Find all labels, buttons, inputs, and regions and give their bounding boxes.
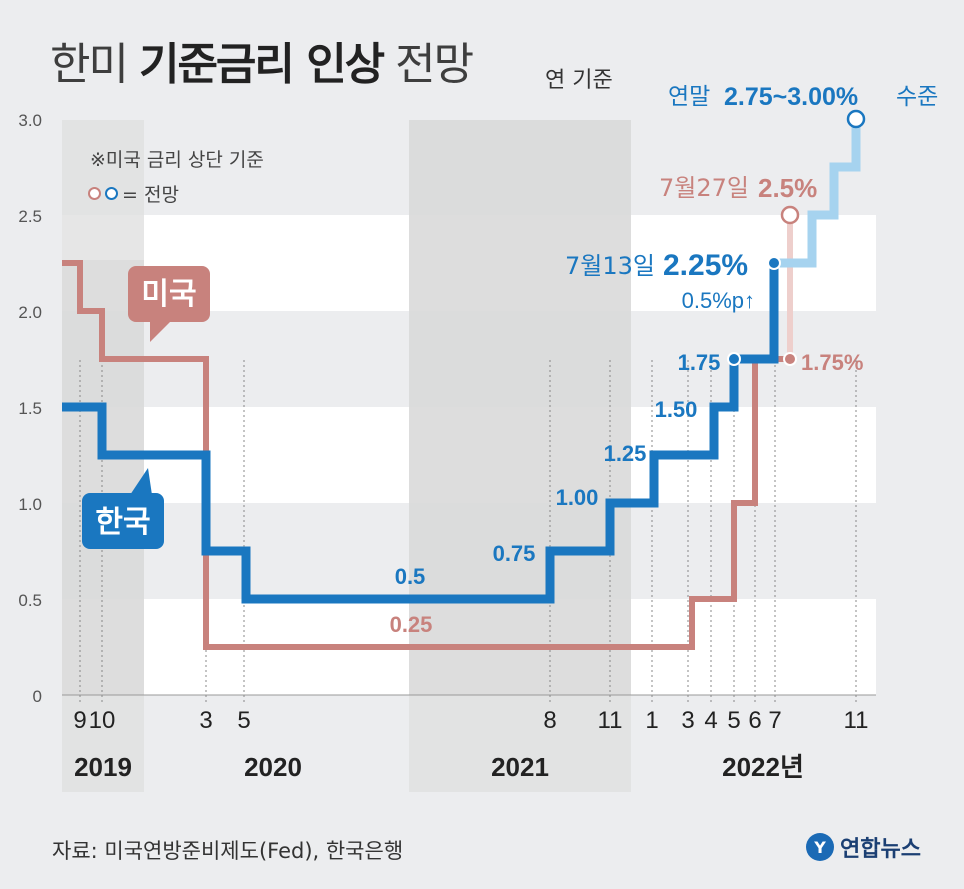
brand-text: 연합뉴스 (840, 837, 921, 862)
korea-rate-line (62, 263, 779, 604)
annotation-korea-change: 0.5%p↑ (682, 288, 755, 313)
korea-point-175 (727, 352, 741, 366)
source-text: 자료: 미국연방준비제도(Fed), 한국은행 (52, 839, 404, 863)
year-label: 2020 (244, 752, 302, 782)
us-value-label: 0.25 (390, 612, 433, 637)
annotation-year-end-prefix: 연말 (668, 84, 710, 110)
page-title: 한미 기준금리 인상 전망 (50, 39, 474, 90)
x-tick-label: 11 (844, 707, 869, 734)
korea-projection-line (774, 119, 861, 268)
x-tick-label: 7 (768, 707, 781, 734)
shade-2021-inner (409, 120, 631, 695)
annotation-korea-jul13-value: 2.25% (663, 249, 748, 282)
legend: = 전망 (88, 180, 179, 207)
annotation-korea-jul13-date: 7월13일 (565, 252, 655, 280)
y-tick-label: 3.0 (18, 111, 42, 130)
annotation-year-end-value: 2.75~3.00% (724, 83, 858, 111)
year-label: 2022년 (722, 752, 804, 782)
us-point-175 (783, 352, 797, 366)
y-tick-label: 2.5 (18, 207, 42, 226)
y-tick-label: 1.5 (18, 399, 42, 418)
us-projection-point (780, 205, 800, 225)
x-tick-label: 8 (543, 707, 556, 734)
korea-series-label: 한국 (95, 505, 150, 540)
annotation-year-end-suffix: 수준 (896, 84, 938, 110)
korea-value-label: 1.25 (604, 441, 647, 466)
korea-label-pointer (130, 468, 152, 495)
us-projection-circle-icon (88, 187, 101, 200)
korea-label-box (82, 493, 164, 549)
footnote: ※미국 금리 상단 기준 (90, 149, 264, 171)
us-series-label: 미국 (141, 277, 196, 312)
x-tick-label: 4 (704, 707, 717, 734)
legend-text: = 전망 (122, 184, 179, 206)
korea-point-225 (767, 256, 781, 270)
yonhap-logo-icon: Y (806, 833, 834, 861)
x-tick-label: 3 (681, 707, 694, 734)
y-tick-label: 0 (33, 687, 42, 706)
annotation-us-jul27-value: 2.5% (758, 173, 817, 203)
brand-logo: Y 연합뉴스 (806, 831, 921, 863)
x-tick-label: 11 (598, 707, 623, 734)
us-label-pointer (150, 320, 172, 342)
x-tick-label: 3 (199, 707, 212, 734)
y-tick-label: 2.0 (18, 303, 42, 322)
year-label: 2021 (491, 752, 549, 782)
x-tick-label: 5 (727, 707, 740, 734)
korea-value-label: 0.75 (493, 541, 536, 566)
x-tick-label: 6 (748, 707, 761, 734)
korea-projection-point (846, 109, 866, 129)
x-tick-label: 1 (645, 707, 658, 734)
korea-value-label: 0.5 (395, 564, 426, 589)
korea-value-label: 1.50 (655, 397, 698, 422)
us-rate-line (62, 260, 790, 650)
y-tick-label: 0.5 (18, 591, 42, 610)
us-label-box (128, 266, 210, 322)
us-value-label: 1.75% (801, 350, 863, 375)
x-tick-label: 5 (237, 707, 250, 734)
year-label: 2019 (74, 752, 132, 782)
korea-value-label: 1.75 (678, 350, 721, 375)
y-tick-label: 1.0 (18, 495, 42, 514)
x-tick-label: 10 (89, 707, 116, 734)
korea-value-label: 1.00 (556, 485, 599, 510)
x-tick-label: 9 (73, 707, 86, 734)
annotation-us-jul27-date: 7월27일 (659, 174, 749, 202)
unit-label: 연 기준 (545, 68, 613, 93)
korea-projection-circle-icon (105, 187, 118, 200)
